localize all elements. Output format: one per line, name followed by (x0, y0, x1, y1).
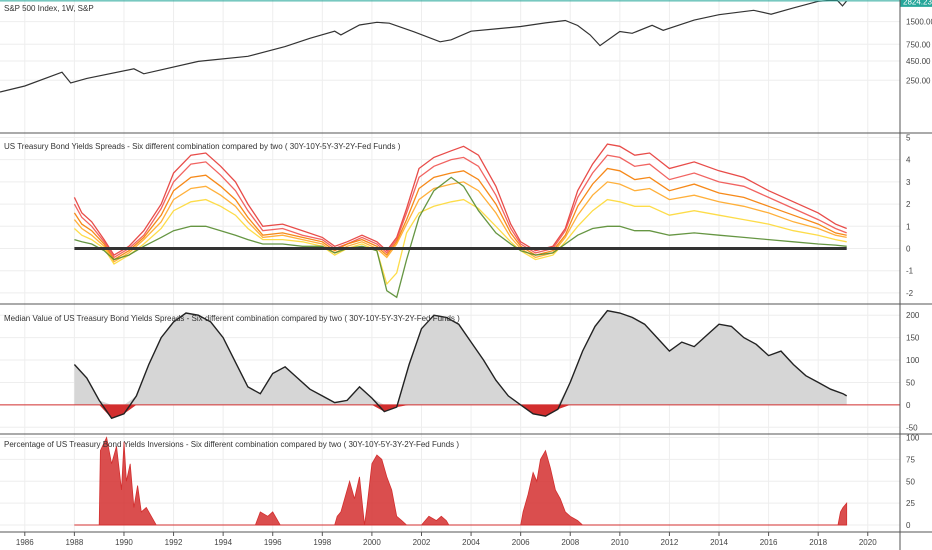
y-tick-label: -1 (906, 267, 914, 276)
inversion-pane: Percentage of US Treasury Bond Yields In… (4, 436, 848, 526)
x-axis: 1986 1988 1990 1992 1994 1996 1998 2000 2002 2004… (16, 532, 877, 547)
y-tick-label: 50 (906, 378, 915, 387)
x-tick-label: 2006 (512, 538, 530, 547)
spread-series-line-2 (73, 154, 847, 259)
x-tick-label: 2014 (710, 538, 728, 547)
y-axis-pane-3: -50 0 50 100 150 200 (906, 311, 920, 432)
y-tick-label: 200 (906, 311, 920, 320)
spread-series-line-5 (73, 198, 847, 286)
median-positive-area (74, 310, 847, 405)
x-tick-label: 1992 (165, 538, 183, 547)
grid (0, 0, 900, 532)
y-tick-label: 25 (906, 499, 915, 508)
sp500-title: S&P 500 Index, 1W, S&P (4, 4, 94, 13)
spreads-title: US Treasury Bond Yields Spreads - Six di… (4, 142, 401, 151)
x-tick-label: 2020 (859, 538, 877, 547)
spread-series-line-1 (73, 143, 847, 256)
x-tick-label: 1990 (115, 538, 133, 547)
y-tick-label: 100 (906, 356, 920, 365)
spread-series-line-4 (73, 181, 847, 263)
y-tick-label: 1 (906, 222, 911, 231)
x-tick-label: 2016 (760, 538, 778, 547)
y-tick-label: 450.00 (906, 57, 931, 66)
y-tick-label: 750.00 (906, 40, 931, 49)
x-tick-label: 1994 (214, 538, 232, 547)
spread-series-line-6 (74, 176, 847, 299)
y-tick-label: 4 (906, 156, 911, 165)
x-tick-label: 2012 (661, 538, 679, 547)
y-tick-label: 0 (906, 521, 911, 530)
y-tick-label: -50 (906, 423, 918, 432)
median-line (73, 309, 848, 420)
inversion-title: Percentage of US Treasury Bond Yields In… (4, 440, 459, 449)
x-tick-label: 1998 (313, 538, 331, 547)
spreads-pane: US Treasury Bond Yields Spreads - Six di… (4, 142, 847, 299)
y-tick-label: 150 (906, 334, 920, 343)
inversion-area (74, 436, 848, 526)
y-tick-label: 3 (906, 178, 911, 187)
y-axis-pane-1: 250.00 450.00 750.00 1500.00 (906, 18, 932, 86)
x-tick-label: 1986 (16, 538, 34, 547)
y-tick-label: 2 (906, 200, 911, 209)
y-tick-label: 5 (906, 133, 911, 142)
x-tick-label: 2000 (363, 538, 381, 547)
y-tick-label: -2 (906, 289, 914, 298)
y-tick-label: 75 (906, 455, 915, 464)
y-axis-pane-2: -2 -1 0 1 2 3 4 5 (906, 133, 914, 297)
sp500-price-line (0, 0, 848, 93)
y-tick-label: 100 (906, 434, 920, 443)
y-axis-pane-4: 0 25 50 75 100 (906, 434, 920, 531)
median-pane: Median Value of US Treasury Bond Yields … (0, 309, 900, 420)
x-tick-label: 2018 (809, 538, 827, 547)
y-tick-label: 0 (906, 244, 911, 253)
sp500-pane: 2824.23 S&P 500 Index, 1W, S&P (0, 0, 932, 93)
spread-series-line-3 (73, 167, 847, 261)
x-tick-label: 1996 (264, 538, 282, 547)
last-price-label: 2824.23 (903, 0, 932, 6)
median-title: Median Value of US Treasury Bond Yields … (4, 314, 460, 323)
x-tick-label: 2002 (413, 538, 431, 547)
x-tick-label: 2008 (561, 538, 579, 547)
y-tick-label: 250.00 (906, 76, 931, 85)
x-tick-label: 2004 (462, 538, 480, 547)
median-negative-area (74, 404, 847, 419)
y-tick-label: 50 (906, 477, 915, 486)
last-price-badge (900, 0, 932, 7)
y-tick-label: 0 (906, 401, 911, 410)
x-tick-label: 1988 (65, 538, 83, 547)
y-tick-label: 1500.00 (906, 18, 932, 27)
x-tick-label: 2010 (611, 538, 629, 547)
